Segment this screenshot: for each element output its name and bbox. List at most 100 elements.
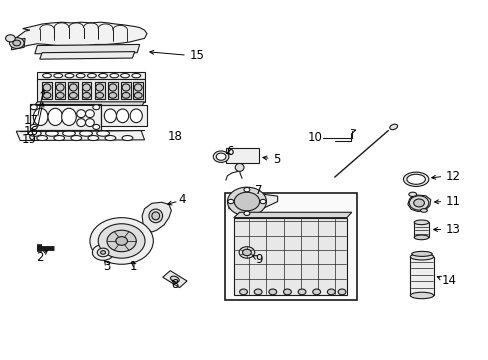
Ellipse shape <box>77 119 85 127</box>
Ellipse shape <box>77 110 85 118</box>
Ellipse shape <box>28 131 41 136</box>
Ellipse shape <box>122 93 130 98</box>
Polygon shape <box>163 271 187 288</box>
Bar <box>37 78 144 102</box>
Circle shape <box>242 249 251 256</box>
Ellipse shape <box>69 93 77 98</box>
Ellipse shape <box>170 276 179 282</box>
Bar <box>225 148 259 163</box>
Text: 14: 14 <box>441 274 456 287</box>
Polygon shape <box>13 22 147 47</box>
Text: 15: 15 <box>189 49 204 62</box>
Circle shape <box>30 105 37 110</box>
Bar <box>37 72 144 79</box>
Ellipse shape <box>109 93 117 98</box>
Ellipse shape <box>420 209 427 212</box>
Text: 16: 16 <box>23 125 39 138</box>
Bar <box>413 222 428 237</box>
Circle shape <box>90 218 153 264</box>
Ellipse shape <box>134 84 142 91</box>
Text: 7: 7 <box>255 184 263 197</box>
Circle shape <box>254 289 262 295</box>
Ellipse shape <box>97 131 109 136</box>
Ellipse shape <box>99 73 107 78</box>
Circle shape <box>239 289 247 295</box>
Circle shape <box>9 38 24 48</box>
Text: 3: 3 <box>103 260 110 273</box>
Circle shape <box>244 188 249 192</box>
Circle shape <box>283 289 291 295</box>
Ellipse shape <box>48 108 62 126</box>
Text: 1: 1 <box>129 260 137 273</box>
Ellipse shape <box>389 124 397 130</box>
Ellipse shape <box>152 212 159 220</box>
Ellipse shape <box>110 73 119 78</box>
Ellipse shape <box>411 251 431 256</box>
Ellipse shape <box>82 93 90 98</box>
Ellipse shape <box>33 108 48 126</box>
Bar <box>55 82 65 99</box>
Bar <box>42 82 52 99</box>
Text: 2: 2 <box>36 251 43 264</box>
Polygon shape <box>142 202 171 232</box>
Polygon shape <box>11 39 25 50</box>
Circle shape <box>93 105 100 110</box>
Circle shape <box>234 192 259 211</box>
Circle shape <box>227 187 266 216</box>
Circle shape <box>213 151 228 162</box>
Ellipse shape <box>134 93 142 98</box>
Bar <box>30 104 101 130</box>
Ellipse shape <box>403 172 428 186</box>
Text: 12: 12 <box>445 170 460 183</box>
Circle shape <box>227 199 233 204</box>
Ellipse shape <box>235 163 244 171</box>
Circle shape <box>239 247 254 258</box>
Ellipse shape <box>71 135 81 140</box>
Ellipse shape <box>69 84 77 91</box>
Ellipse shape <box>96 93 103 98</box>
Circle shape <box>98 224 145 258</box>
Ellipse shape <box>43 84 51 91</box>
Text: 9: 9 <box>255 253 263 266</box>
Circle shape <box>92 244 114 260</box>
Bar <box>108 82 118 99</box>
Ellipse shape <box>413 235 428 240</box>
Bar <box>224 193 356 300</box>
Circle shape <box>5 35 15 42</box>
Ellipse shape <box>408 192 416 197</box>
Ellipse shape <box>105 135 116 140</box>
Ellipse shape <box>130 109 142 123</box>
Polygon shape <box>233 212 351 218</box>
Ellipse shape <box>406 174 425 184</box>
Circle shape <box>97 248 109 257</box>
Polygon shape <box>35 44 140 54</box>
Text: 18: 18 <box>167 130 183 144</box>
Ellipse shape <box>56 93 64 98</box>
Circle shape <box>13 40 20 46</box>
Ellipse shape <box>65 73 74 78</box>
Bar <box>121 82 131 99</box>
Text: 4: 4 <box>178 193 185 206</box>
Bar <box>68 82 78 99</box>
Circle shape <box>93 125 100 130</box>
Ellipse shape <box>62 131 75 136</box>
Circle shape <box>408 196 428 210</box>
Bar <box>409 257 433 296</box>
Ellipse shape <box>122 84 130 91</box>
Ellipse shape <box>85 110 94 118</box>
Text: 6: 6 <box>225 145 233 158</box>
Ellipse shape <box>96 84 103 91</box>
Polygon shape <box>233 218 346 296</box>
Circle shape <box>107 230 136 252</box>
Circle shape <box>337 289 345 295</box>
Text: 11: 11 <box>445 195 460 208</box>
Circle shape <box>244 211 249 216</box>
Circle shape <box>327 289 334 295</box>
Text: 8: 8 <box>171 278 179 291</box>
Text: 17: 17 <box>23 114 39 127</box>
Polygon shape <box>35 102 144 105</box>
Ellipse shape <box>54 73 62 78</box>
Circle shape <box>298 289 305 295</box>
Circle shape <box>312 289 320 295</box>
Ellipse shape <box>37 135 47 140</box>
